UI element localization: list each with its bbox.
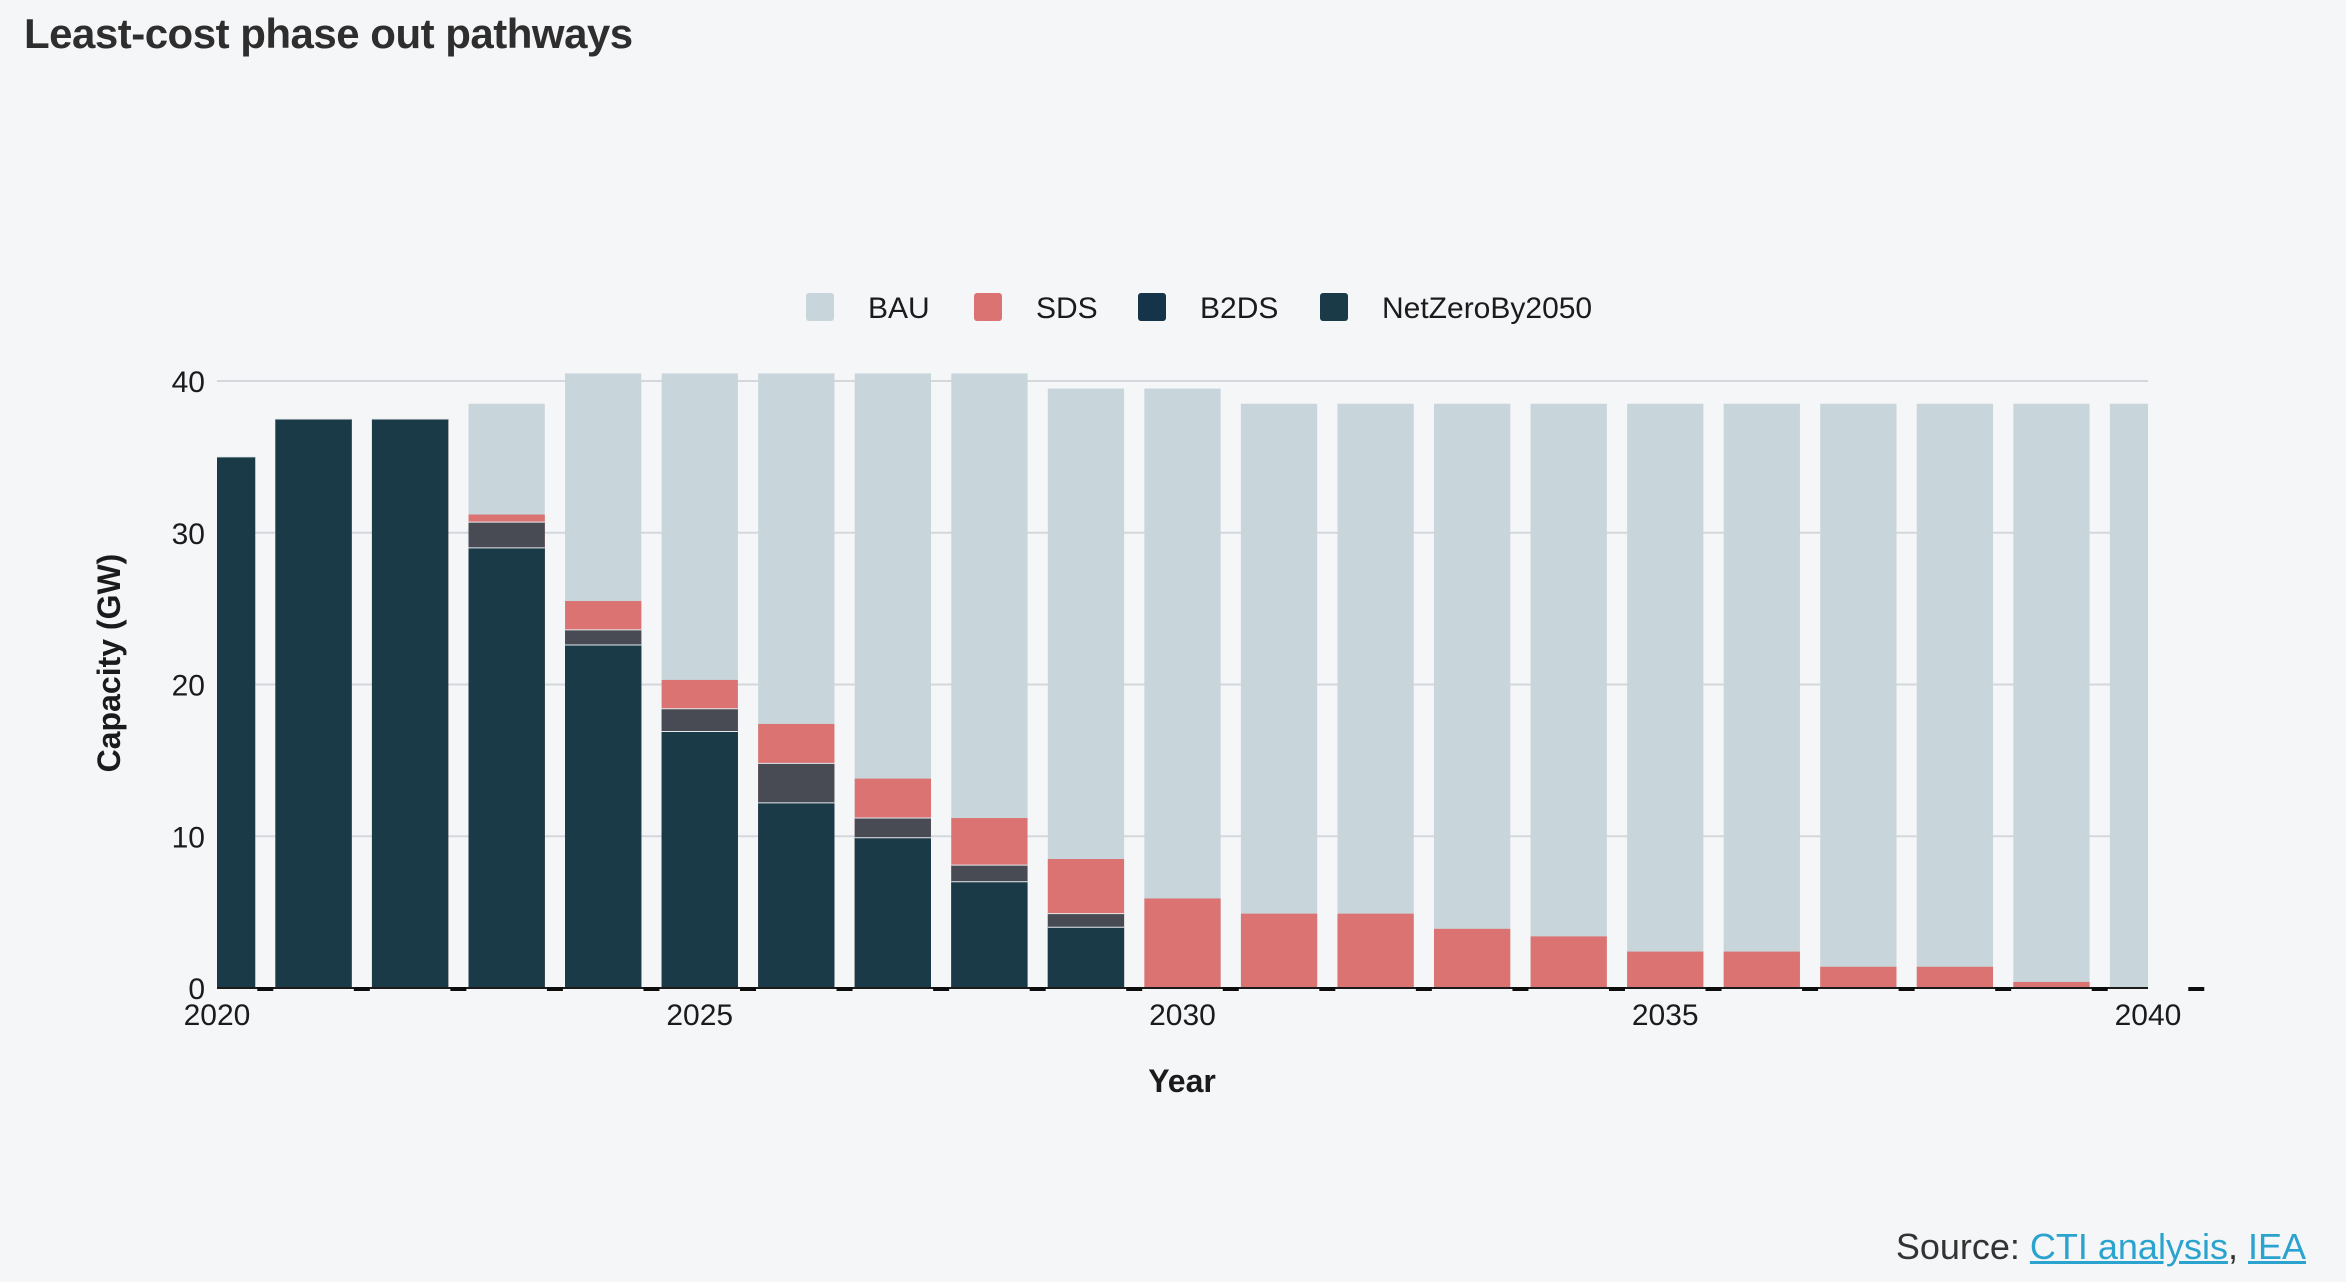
x-tick-label: 2035 xyxy=(1632,999,1699,1032)
bar-bau-2034[interactable] xyxy=(1530,403,1607,988)
bar-bau-2036[interactable] xyxy=(1723,403,1800,988)
x-tick-label: 2030 xyxy=(1149,999,1216,1032)
bar-bau-2033[interactable] xyxy=(1434,403,1511,988)
baseline-marker xyxy=(2091,987,2108,991)
baseline-marker xyxy=(1705,987,1722,991)
bar-bau-2035[interactable] xyxy=(1627,403,1704,988)
bar-group xyxy=(179,373,2186,988)
baseline-marker xyxy=(1995,987,2012,991)
baseline-marker xyxy=(1512,987,1529,991)
bar-sds-2032[interactable] xyxy=(1337,913,1414,988)
x-axis-label: Year xyxy=(1148,1063,1216,1099)
bar-netzeroby2050-2021[interactable] xyxy=(275,418,352,988)
bar-netzeroby2050-2022[interactable] xyxy=(371,418,449,988)
bar-bau-2040[interactable] xyxy=(2109,403,2186,988)
baseline-marker xyxy=(353,987,370,991)
baseline-marker xyxy=(257,987,274,991)
legend-label: NetZeroBy2050 xyxy=(1382,292,1592,325)
bar-sds-2036[interactable] xyxy=(1723,951,1800,988)
bar-netzeroby2050-2027[interactable] xyxy=(854,837,931,988)
bar-netzeroby2050-2029[interactable] xyxy=(1047,927,1125,988)
bar-netzeroby2050-2028[interactable] xyxy=(951,881,1028,988)
x-tick-label: 2020 xyxy=(184,999,251,1032)
y-tick-label: 0 xyxy=(188,973,205,1006)
bar-bau-2032[interactable] xyxy=(1337,403,1414,988)
y-tick-label: 20 xyxy=(172,670,205,703)
bar-sds-2031[interactable] xyxy=(1240,913,1318,988)
baseline-marker xyxy=(933,987,950,991)
source-prefix: Source: xyxy=(1895,1226,2030,1267)
legend-swatch xyxy=(1138,293,1166,321)
baseline-marker xyxy=(2188,987,2205,991)
source-link-cti[interactable]: CTI analysis xyxy=(2029,1226,2228,1267)
baseline-marker xyxy=(1802,987,1819,991)
baseline-marker xyxy=(1415,987,1432,991)
y-tick-label: 40 xyxy=(172,366,205,399)
bar-sds-2035[interactable] xyxy=(1627,951,1704,988)
baseline-marker xyxy=(450,987,467,991)
bar-bau-2038[interactable] xyxy=(1916,403,1994,988)
source-link-iea[interactable]: IEA xyxy=(2247,1226,2306,1267)
baseline-marker xyxy=(546,987,563,991)
x-tick-label: 2040 xyxy=(2115,999,2182,1032)
baseline-marker xyxy=(1222,987,1239,991)
bar-netzeroby2050-2023[interactable] xyxy=(468,547,545,988)
legend-item-b2ds[interactable]: B2DS xyxy=(1138,292,1278,325)
source-note: Source: CTI analysis, IEA xyxy=(1896,1226,2306,1268)
legend-swatch xyxy=(806,293,834,321)
legend-swatch xyxy=(1320,293,1348,321)
bar-netzeroby2050-2026[interactable] xyxy=(758,802,835,988)
legend-item-sds[interactable]: SDS xyxy=(974,292,1098,325)
legend-label: B2DS xyxy=(1200,292,1278,325)
baseline-marker xyxy=(1126,987,1143,991)
y-tick-label: 30 xyxy=(172,518,205,551)
page-title: Least-cost phase out pathways xyxy=(24,10,633,57)
legend-item-bau[interactable]: BAU xyxy=(806,292,930,325)
bar-sds-2034[interactable] xyxy=(1530,936,1607,988)
legend-item-netzeroby2050[interactable]: NetZeroBy2050 xyxy=(1320,292,1592,325)
baseline-marker xyxy=(740,987,757,991)
baseline-marker xyxy=(1319,987,1336,991)
x-tick-label: 2025 xyxy=(666,999,733,1032)
bar-bau-2031[interactable] xyxy=(1240,403,1318,988)
bar-netzeroby2050-2020[interactable] xyxy=(179,456,256,988)
legend-swatch xyxy=(974,293,1002,321)
y-tick-label: 10 xyxy=(172,821,205,854)
baseline-marker xyxy=(836,987,853,991)
y-axis-label: Capacity (GW) xyxy=(91,554,127,773)
bar-netzeroby2050-2025[interactable] xyxy=(661,731,738,988)
bar-sds-2030[interactable] xyxy=(1144,898,1221,988)
baseline-marker xyxy=(1608,987,1625,991)
source-separator: , xyxy=(2227,1226,2248,1267)
bar-sds-2033[interactable] xyxy=(1434,928,1511,988)
bar-sds-2039[interactable] xyxy=(2013,981,2090,988)
baseline-marker xyxy=(1898,987,1915,991)
bar-sds-2038[interactable] xyxy=(1916,966,1994,988)
baseline-marker xyxy=(643,987,660,991)
bars-layer xyxy=(179,373,2186,988)
baseline-marker xyxy=(1029,987,1046,991)
legend-label: SDS xyxy=(1036,292,1098,325)
legend-label: BAU xyxy=(868,292,930,325)
bar-bau-2030[interactable] xyxy=(1144,388,1221,988)
legend[interactable]: BAU SDS B2DS NetZeroBy2050 xyxy=(806,292,1592,325)
bar-bau-2039[interactable] xyxy=(2013,403,2090,988)
bar-bau-2037[interactable] xyxy=(1820,403,1897,988)
bar-netzeroby2050-2024[interactable] xyxy=(565,645,642,988)
bar-sds-2037[interactable] xyxy=(1820,966,1897,988)
